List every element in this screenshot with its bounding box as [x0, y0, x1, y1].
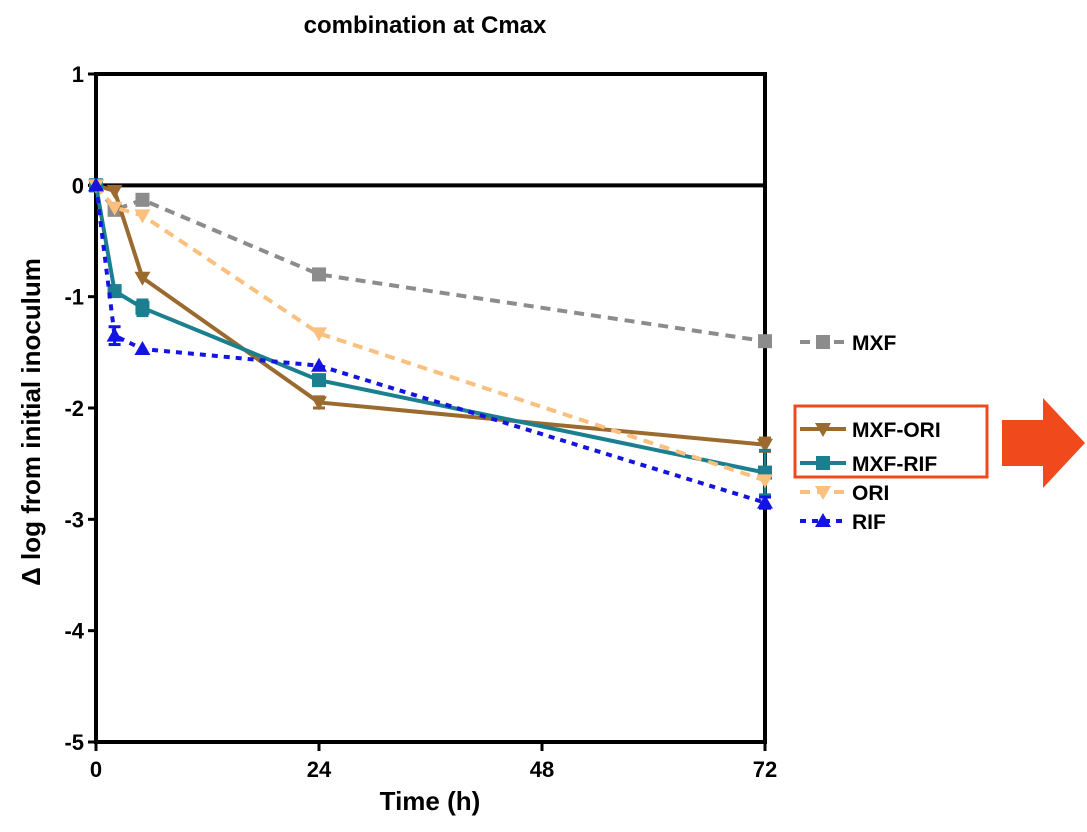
series-line-rif — [94, 185, 766, 505]
data-point-ori — [757, 474, 773, 489]
legend-swatch-marker — [815, 513, 831, 527]
callout — [793, 398, 1085, 488]
data-point-mxf — [135, 192, 150, 207]
y-tick-label: -5 — [64, 730, 84, 755]
plot-border — [94, 72, 767, 744]
chart-title: combination at Cmax — [304, 12, 547, 39]
x-axis: 0 24 48 72 — [90, 742, 777, 782]
series-rif — [88, 177, 773, 510]
series-line-mxf-rif — [94, 184, 766, 475]
legend-swatch-marker — [816, 456, 830, 470]
data-point-mxf-ori — [106, 184, 123, 199]
data-point-rif — [134, 340, 151, 355]
data-point-rif — [311, 357, 327, 372]
y-tick-label: -2 — [64, 396, 84, 421]
series-mxf-ori — [88, 179, 773, 453]
legend-item-mxf-rif: MXF-RIF — [800, 453, 937, 476]
y-axis-label: Δ log from initial inoculum — [16, 258, 46, 586]
y-axis: 1 0 -1 -2 -3 -4 -5 — [64, 62, 96, 755]
data-point-mxf-rif — [135, 300, 150, 315]
legend-item-ori: ORI — [800, 482, 889, 505]
data-point-mxf-rif — [312, 373, 326, 388]
x-tick-label: 48 — [530, 757, 554, 782]
legend-label: MXF — [852, 332, 897, 355]
data-point-rif — [88, 177, 104, 192]
legend-label: MXF-RIF — [852, 453, 937, 476]
x-tick-label: 0 — [90, 757, 102, 782]
data-point-mxf — [312, 267, 326, 282]
legend-swatch-marker — [815, 423, 831, 437]
series-layer — [88, 177, 773, 510]
data-point-mxf — [758, 334, 772, 349]
legend-swatch-marker — [816, 335, 830, 349]
series-ori — [88, 179, 773, 489]
right-arrow-icon — [1002, 398, 1085, 488]
x-tick-label: 24 — [307, 757, 332, 782]
data-point-ori — [106, 201, 123, 216]
plot-frame — [94, 72, 767, 744]
y-tick-label: -3 — [64, 507, 84, 532]
legend-label: ORI — [852, 482, 889, 505]
legend-swatch-marker — [815, 486, 831, 500]
legend-label: RIF — [852, 511, 886, 534]
y-tick-label: -1 — [64, 285, 84, 310]
legend-item-mxf: MXF — [800, 332, 897, 355]
legend-highlight-box — [793, 404, 989, 479]
legend-item-mxf-ori: MXF-ORI — [800, 419, 941, 442]
legend-label: MXF-ORI — [852, 419, 941, 442]
y-tick-label: 1 — [72, 62, 84, 87]
legend-item-rif: RIF — [800, 511, 886, 534]
legend: MXF MXF-ORI MXF-RIF ORI RIF — [800, 332, 941, 534]
x-tick-label: 72 — [753, 757, 777, 782]
data-point-ori — [134, 209, 151, 224]
y-tick-label: 0 — [72, 173, 84, 198]
data-point-mxf-ori — [757, 438, 773, 453]
data-point-rif — [106, 327, 123, 342]
data-point-rif — [757, 494, 773, 509]
x-axis-label: Time (h) — [380, 786, 481, 816]
data-point-mxf-ori — [311, 396, 327, 411]
data-point-ori — [311, 327, 327, 342]
series-mxf — [89, 178, 772, 349]
data-point-mxf-ori — [134, 271, 151, 286]
y-tick-label: -4 — [64, 619, 84, 644]
